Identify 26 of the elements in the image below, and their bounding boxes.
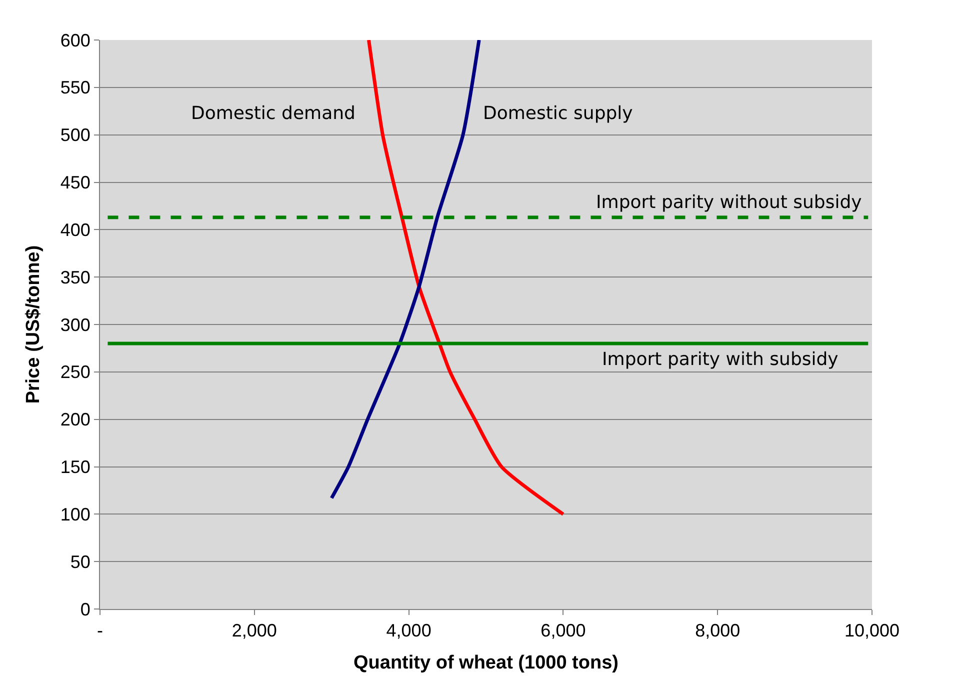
y-tick-label: 550 — [60, 78, 90, 98]
y-tick-label: 150 — [60, 457, 90, 478]
y-tick-label: 0 — [80, 599, 90, 620]
y-tick-label: 250 — [60, 362, 90, 382]
x-tick-label: 2,000 — [232, 620, 277, 641]
y-tick-label: 200 — [60, 410, 90, 430]
series-label: Domestic supply — [483, 103, 634, 124]
y-tick-label: 500 — [60, 125, 90, 146]
line-series — [366, 40, 565, 516]
y-tick-label: 350 — [60, 267, 90, 288]
x-axis-title: Quantity of wheat (1000 tons) — [354, 652, 618, 674]
x-tick-label: 10,000 — [844, 620, 900, 641]
x-tick-label: 6,000 — [540, 620, 586, 641]
y-tick-label: 450 — [60, 172, 90, 193]
y-tick-label: 50 — [70, 552, 90, 572]
x-tick-label: - — [97, 620, 103, 641]
y-tick-label: 600 — [60, 30, 90, 50]
x-tick-label: 4,000 — [386, 620, 432, 641]
ref-line-label: Import parity without subsidy — [596, 192, 862, 213]
ref-line-label: Import parity with subsidy — [602, 349, 839, 370]
y-tick-label: 100 — [60, 504, 90, 524]
y-tick-label: 400 — [60, 220, 90, 240]
x-tick-label: 8,000 — [695, 620, 740, 641]
y-tick-label: 300 — [60, 314, 90, 335]
series-label: Domestic demand — [191, 103, 356, 124]
y-axis-title: Price (US$/tonne) — [23, 245, 44, 404]
